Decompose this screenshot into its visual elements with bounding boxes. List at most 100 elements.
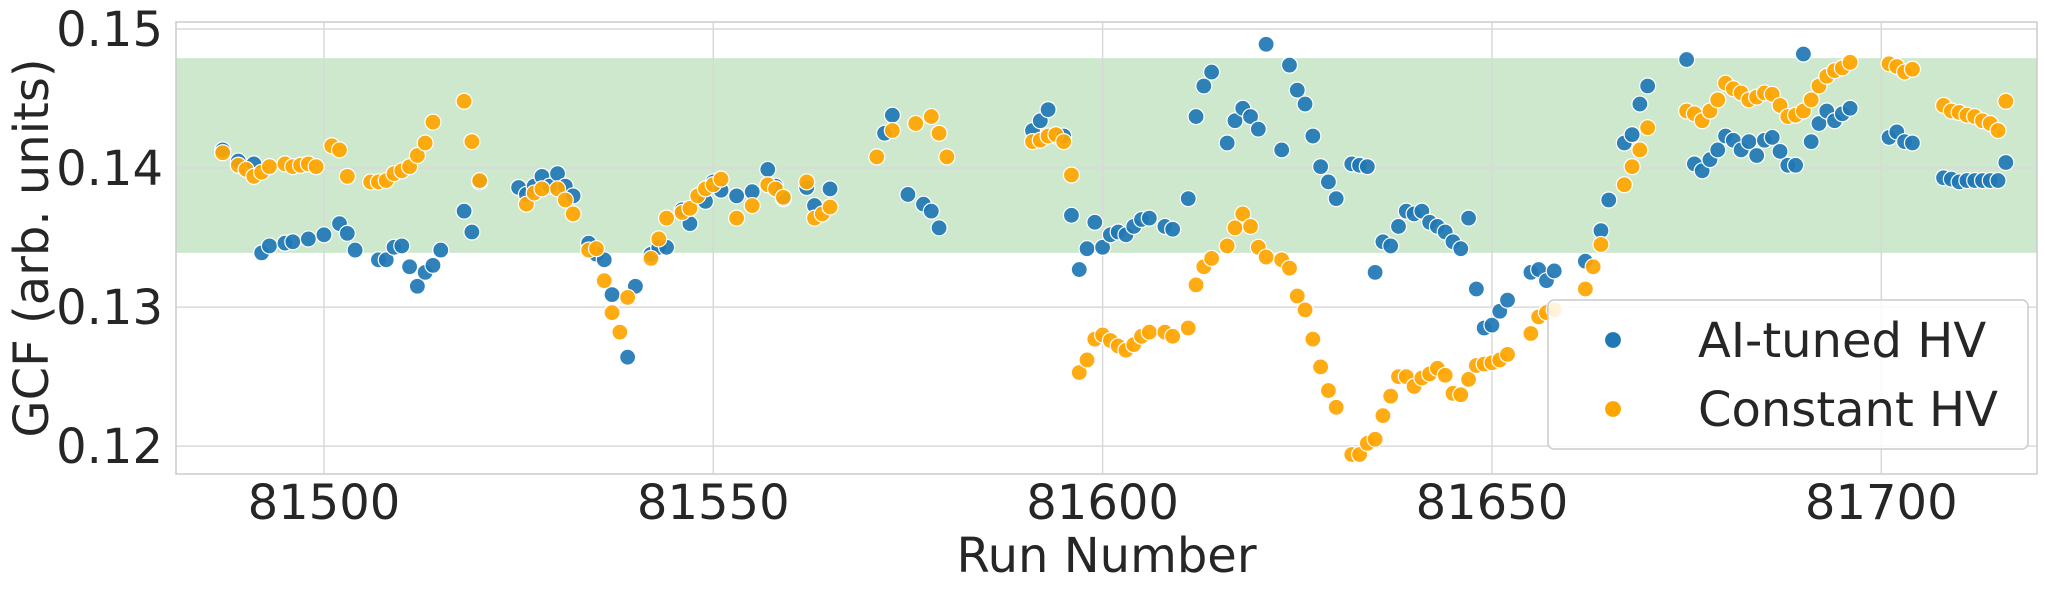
- data-point: [595, 272, 613, 290]
- data-point: [712, 170, 730, 188]
- data-point: [1467, 280, 1485, 298]
- data-point: [463, 133, 481, 151]
- data-point: [377, 251, 395, 269]
- data-point: [922, 107, 940, 126]
- data-point: [728, 209, 746, 227]
- data-point: [883, 121, 901, 140]
- data-point: [1631, 141, 1649, 159]
- data-point: [1794, 45, 1813, 63]
- data-point: [1709, 141, 1727, 159]
- data-point: [1584, 258, 1602, 276]
- data-point: [1296, 95, 1314, 113]
- data-point: [1055, 133, 1073, 151]
- data-point: [821, 198, 839, 216]
- data-point: [930, 124, 948, 142]
- data-point: [1576, 280, 1594, 298]
- data-point: [307, 158, 325, 176]
- x-tick-label: 81600: [1026, 475, 1179, 531]
- legend: AI-tuned HV Constant HV: [1547, 299, 2029, 450]
- data-point: [1226, 112, 1244, 130]
- data-point: [564, 205, 582, 223]
- data-point: [408, 277, 426, 295]
- data-point: [1639, 119, 1657, 137]
- data-point: [1312, 358, 1330, 376]
- data-point: [1062, 206, 1081, 224]
- data-point: [1280, 56, 1299, 74]
- data-point: [1366, 430, 1384, 448]
- data-point: [774, 188, 792, 206]
- x-axis-label: Run Number: [956, 528, 1256, 584]
- data-point: [1257, 35, 1275, 53]
- data-point: [1203, 249, 1221, 268]
- data-point: [1187, 276, 1205, 294]
- data-point: [611, 323, 629, 341]
- data-point: [1623, 126, 1641, 144]
- data-point: [1078, 240, 1096, 258]
- data-point: [1249, 120, 1267, 138]
- data-point: [1187, 107, 1205, 126]
- data-point: [1358, 158, 1376, 176]
- x-tick-labels: 81500 81550 81600 81650 81700: [248, 475, 1958, 531]
- data-point: [883, 106, 901, 124]
- data-point: [1498, 291, 1517, 309]
- data-point: [1296, 301, 1314, 319]
- data-point: [821, 180, 839, 198]
- data-point: [455, 202, 473, 220]
- data-point: [728, 187, 746, 205]
- data-point: [1319, 381, 1338, 400]
- data-point: [1062, 166, 1081, 184]
- data-point: [1241, 217, 1260, 236]
- data-point: [1615, 176, 1633, 194]
- legend-label-constant-hv: Constant HV: [1698, 382, 1998, 438]
- data-point: [1522, 324, 1540, 343]
- data-point: [432, 241, 450, 259]
- data-point: [798, 173, 816, 191]
- data-point: [1389, 217, 1408, 236]
- data-point: [455, 92, 473, 110]
- data-point: [1241, 107, 1260, 126]
- data-point: [315, 226, 333, 244]
- data-point: [1179, 319, 1197, 337]
- data-point: [1164, 220, 1182, 238]
- data-point: [1763, 128, 1781, 147]
- data-point: [1748, 146, 1766, 165]
- data-point: [1709, 91, 1727, 109]
- data-point: [1078, 351, 1096, 369]
- data-point: [1070, 363, 1088, 382]
- data-point: [1257, 248, 1275, 266]
- y-tick-label: 0.12: [56, 419, 163, 475]
- data-point: [338, 167, 356, 185]
- data-point: [416, 134, 434, 152]
- plot-frame: [175, 21, 2038, 475]
- data-point: [642, 249, 660, 268]
- legend-marker-constant-hv: [1603, 399, 1623, 419]
- data-point: [556, 191, 574, 209]
- data-point: [299, 230, 317, 248]
- data-point: [1366, 263, 1384, 281]
- data-point: [1623, 158, 1641, 176]
- data-point: [657, 209, 676, 227]
- data-point: [1452, 240, 1470, 258]
- data-point: [1218, 237, 1236, 255]
- data-point: [619, 288, 637, 306]
- data-point: [1140, 209, 1158, 227]
- data-point: [1802, 91, 1820, 109]
- data-point: [1327, 190, 1345, 208]
- data-point: [1631, 95, 1649, 113]
- data-point: [1903, 60, 1922, 78]
- data-point: [1459, 370, 1478, 389]
- data-point: [1312, 158, 1330, 176]
- data-point: [1678, 50, 1696, 69]
- y-tick-label: 0.14: [56, 141, 163, 197]
- data-point: [868, 148, 886, 166]
- data-point: [1039, 101, 1057, 119]
- data-point: [424, 256, 442, 274]
- data-point: [1070, 260, 1088, 279]
- data-point: [1218, 134, 1236, 152]
- data-point: [260, 158, 279, 176]
- data-point: [1179, 190, 1197, 208]
- data-point: [1771, 142, 1789, 160]
- legend-label-ai-tuned-hv: AI-tuned HV: [1698, 313, 1986, 369]
- data-point: [1094, 238, 1112, 256]
